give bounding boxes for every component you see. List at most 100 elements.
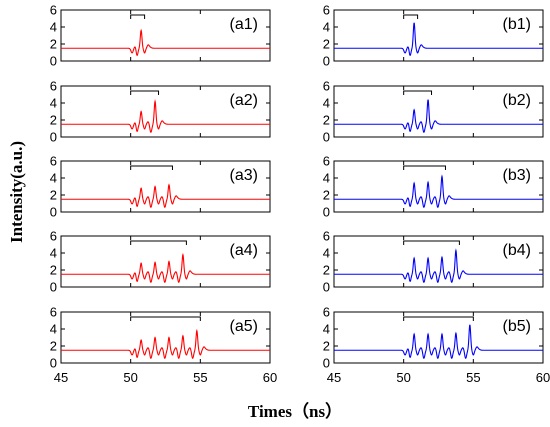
y-tick-label-b4: 0 — [323, 280, 330, 295]
gate-bracket-a5 — [130, 316, 201, 321]
y-tick-label-b1: 2 — [323, 37, 330, 52]
axes-box-b4 — [333, 235, 544, 288]
panel-b5: 0 2 4 6 45 50 55 60 (b5) — [323, 305, 550, 386]
y-tick-label-a3: 6 — [50, 154, 57, 169]
axes-box-a1 — [60, 9, 271, 62]
x-tick-label-b5: 55 — [466, 370, 480, 385]
x-tick-label-b5: 45 — [327, 370, 341, 385]
y-tick-label-b4: 2 — [323, 263, 330, 278]
y-tick-label-a2: 0 — [50, 130, 57, 145]
series-line-b5 — [334, 324, 543, 360]
y-tick-label-b4: 4 — [323, 246, 330, 261]
panel-a2: 0 2 4 6 (a2) — [50, 79, 271, 145]
y-tick-label-a5: 6 — [50, 305, 57, 320]
series-line-a1 — [61, 28, 270, 57]
y-tick-label-a1: 6 — [50, 3, 57, 18]
y-tick-label-a5: 4 — [50, 322, 57, 337]
y-tick-label-a1: 4 — [50, 20, 57, 35]
panel-label-b4: (b4) — [503, 242, 531, 259]
x-tick-label-a5: 50 — [123, 370, 137, 385]
axes-box-b3 — [333, 160, 544, 213]
axes-box-a2 — [60, 85, 271, 138]
x-tick-label-b5: 60 — [536, 370, 550, 385]
y-tick-label-a3: 4 — [50, 171, 57, 186]
panel-a5: 0 2 4 6 45 50 55 60 (a5) — [50, 305, 277, 386]
gate-bracket-a4 — [130, 240, 187, 245]
gate-bracket-b5 — [403, 316, 474, 321]
y-axis-title: Intensity(a.u.) — [7, 141, 26, 243]
panel-label-b1: (b1) — [503, 16, 531, 33]
panel-label-b3: (b3) — [503, 167, 531, 184]
y-tick-label-a4: 4 — [50, 246, 57, 261]
x-tick-label-b5: 50 — [396, 370, 410, 385]
y-tick-label-b1: 6 — [323, 3, 330, 18]
panel-label-b2: (b2) — [503, 92, 531, 109]
y-tick-label-b3: 0 — [323, 205, 330, 220]
y-tick-label-b3: 2 — [323, 188, 330, 203]
x-tick-label-a5: 45 — [54, 370, 68, 385]
gate-bracket-b2 — [403, 90, 433, 95]
series-line-b3 — [334, 174, 543, 209]
axes-box-a4 — [60, 235, 271, 288]
y-tick-label-a2: 6 — [50, 79, 57, 94]
y-tick-label-b5: 6 — [323, 305, 330, 320]
y-tick-label-b1: 4 — [323, 20, 330, 35]
panel-a3: 0 2 4 6 (a3) — [50, 154, 271, 220]
y-tick-label-b2: 0 — [323, 130, 330, 145]
gate-bracket-a3 — [130, 165, 173, 170]
y-tick-label-a4: 0 — [50, 280, 57, 295]
panel-label-b5: (b5) — [503, 318, 531, 335]
y-tick-label-a2: 4 — [50, 96, 57, 111]
series-line-a4 — [61, 252, 270, 284]
y-tick-label-a1: 0 — [50, 54, 57, 69]
x-axis-title: Times（ns） — [248, 401, 342, 421]
y-tick-label-a2: 2 — [50, 113, 57, 128]
series-line-a5 — [61, 328, 270, 360]
gate-bracket-a1 — [130, 14, 146, 19]
y-tick-label-b4: 6 — [323, 229, 330, 244]
axes-box-a3 — [60, 160, 271, 213]
series-line-a3 — [61, 183, 270, 209]
panel-label-a1: (a1) — [230, 16, 258, 33]
y-tick-label-b2: 2 — [323, 113, 330, 128]
panel-b2: 0 2 4 6 (b2) — [323, 79, 544, 145]
gate-bracket-a2 — [130, 90, 160, 95]
gate-bracket-b1 — [403, 14, 419, 19]
panel-label-a5: (a5) — [230, 318, 258, 335]
x-tick-label-a5: 55 — [193, 370, 207, 385]
panel-label-a4: (a4) — [230, 242, 258, 259]
y-tick-label-b2: 6 — [323, 79, 330, 94]
panel-b1: 0 2 4 6 (b1) — [323, 3, 544, 69]
panel-label-a3: (a3) — [230, 167, 258, 184]
series-line-b1 — [334, 22, 543, 57]
axes-box-b2 — [333, 85, 544, 138]
y-tick-label-a4: 6 — [50, 229, 57, 244]
y-tick-label-b5: 0 — [323, 356, 330, 371]
panel-b4: 0 2 4 6 (b4) — [323, 229, 544, 295]
y-tick-label-a5: 2 — [50, 339, 57, 354]
y-tick-label-b3: 6 — [323, 154, 330, 169]
x-tick-label-a5: 60 — [263, 370, 277, 385]
panel-b3: 0 2 4 6 (b3) — [323, 154, 544, 220]
y-tick-label-b1: 0 — [323, 54, 330, 69]
series-line-b4 — [334, 248, 543, 284]
panel-a1: 0 2 4 6 (a1) — [50, 3, 271, 69]
axes-box-b1 — [333, 9, 544, 62]
series-line-b2 — [334, 99, 543, 134]
panel-a4: 0 2 4 6 (a4) — [50, 229, 271, 295]
gate-bracket-b3 — [403, 165, 446, 170]
y-tick-label-b5: 4 — [323, 322, 330, 337]
gate-bracket-b4 — [403, 240, 460, 245]
axes-box-b5 — [333, 311, 544, 364]
y-tick-label-a5: 0 — [50, 356, 57, 371]
y-tick-label-b5: 2 — [323, 339, 330, 354]
y-tick-label-a1: 2 — [50, 37, 57, 52]
panel-label-a2: (a2) — [230, 92, 258, 109]
y-tick-label-b3: 4 — [323, 171, 330, 186]
y-tick-label-a4: 2 — [50, 263, 57, 278]
y-tick-label-b2: 4 — [323, 96, 330, 111]
axes-box-a5 — [60, 311, 271, 364]
y-tick-label-a3: 0 — [50, 205, 57, 220]
